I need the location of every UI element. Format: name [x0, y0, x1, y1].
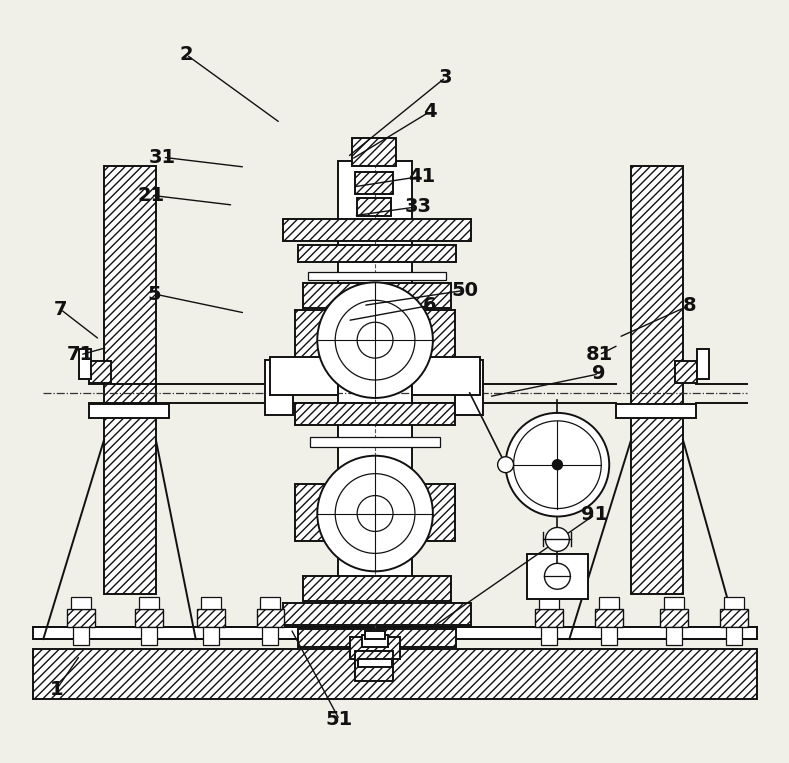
Circle shape: [335, 301, 415, 380]
Bar: [660, 609, 688, 627]
Bar: [310, 436, 439, 447]
Text: 5: 5: [148, 285, 162, 304]
Bar: [73, 627, 89, 645]
Bar: [89, 361, 111, 383]
Bar: [355, 172, 393, 194]
Bar: [104, 166, 156, 594]
Bar: [203, 627, 219, 645]
Text: 51: 51: [326, 710, 353, 729]
Bar: [616, 404, 696, 418]
Text: 50: 50: [452, 281, 479, 300]
Text: 81: 81: [585, 346, 612, 365]
Text: 41: 41: [409, 167, 436, 185]
Bar: [697, 349, 709, 379]
Text: 1: 1: [50, 680, 63, 699]
Circle shape: [514, 421, 601, 508]
Bar: [362, 635, 388, 647]
Bar: [600, 597, 619, 609]
Text: 71: 71: [66, 346, 94, 365]
Circle shape: [317, 282, 433, 398]
Circle shape: [357, 496, 393, 532]
Text: 8: 8: [682, 296, 696, 315]
Bar: [350, 637, 400, 659]
Bar: [283, 218, 471, 240]
Circle shape: [506, 413, 609, 517]
Bar: [310, 523, 439, 532]
Bar: [256, 609, 284, 627]
Bar: [260, 597, 280, 609]
Bar: [720, 609, 748, 627]
Bar: [536, 609, 563, 627]
Text: 6: 6: [423, 296, 436, 315]
Bar: [33, 627, 757, 639]
Bar: [79, 349, 91, 379]
Bar: [540, 597, 559, 609]
Bar: [283, 604, 471, 625]
Bar: [595, 609, 623, 627]
Bar: [541, 627, 557, 645]
Bar: [298, 629, 456, 647]
Circle shape: [335, 474, 415, 553]
Bar: [454, 360, 483, 415]
Bar: [295, 403, 454, 425]
Bar: [141, 627, 157, 645]
Bar: [526, 555, 589, 599]
Text: 21: 21: [137, 185, 164, 204]
Text: 31: 31: [149, 148, 176, 167]
Bar: [666, 627, 682, 645]
Bar: [664, 597, 684, 609]
Bar: [271, 357, 338, 395]
Bar: [89, 404, 169, 418]
Text: 3: 3: [439, 68, 452, 87]
Bar: [308, 272, 446, 280]
Text: 4: 4: [423, 102, 436, 121]
Bar: [601, 627, 617, 645]
Circle shape: [317, 456, 433, 571]
Circle shape: [357, 322, 393, 358]
Bar: [71, 597, 91, 609]
Bar: [298, 244, 456, 262]
Bar: [263, 627, 279, 645]
Bar: [295, 488, 454, 510]
Bar: [724, 597, 744, 609]
Text: 9: 9: [592, 365, 606, 383]
Circle shape: [498, 457, 514, 472]
Bar: [726, 627, 742, 645]
Bar: [295, 484, 454, 542]
Text: 33: 33: [405, 197, 432, 216]
Bar: [265, 360, 294, 415]
Bar: [358, 659, 392, 667]
Bar: [196, 609, 225, 627]
Bar: [67, 609, 95, 627]
Circle shape: [545, 527, 570, 552]
Bar: [338, 161, 412, 649]
Bar: [355, 651, 393, 681]
Bar: [631, 166, 683, 594]
Bar: [675, 361, 697, 383]
Circle shape: [544, 563, 570, 589]
Bar: [412, 357, 480, 395]
Bar: [303, 283, 451, 308]
Bar: [295, 311, 454, 368]
Bar: [139, 597, 159, 609]
Bar: [365, 631, 385, 639]
Text: 91: 91: [581, 505, 608, 524]
Bar: [303, 576, 451, 601]
Text: 2: 2: [179, 45, 193, 64]
Bar: [135, 609, 163, 627]
Bar: [357, 198, 391, 216]
Bar: [200, 597, 221, 609]
Circle shape: [552, 460, 563, 470]
Bar: [352, 138, 396, 166]
Text: 7: 7: [54, 300, 67, 319]
Bar: [33, 649, 757, 699]
